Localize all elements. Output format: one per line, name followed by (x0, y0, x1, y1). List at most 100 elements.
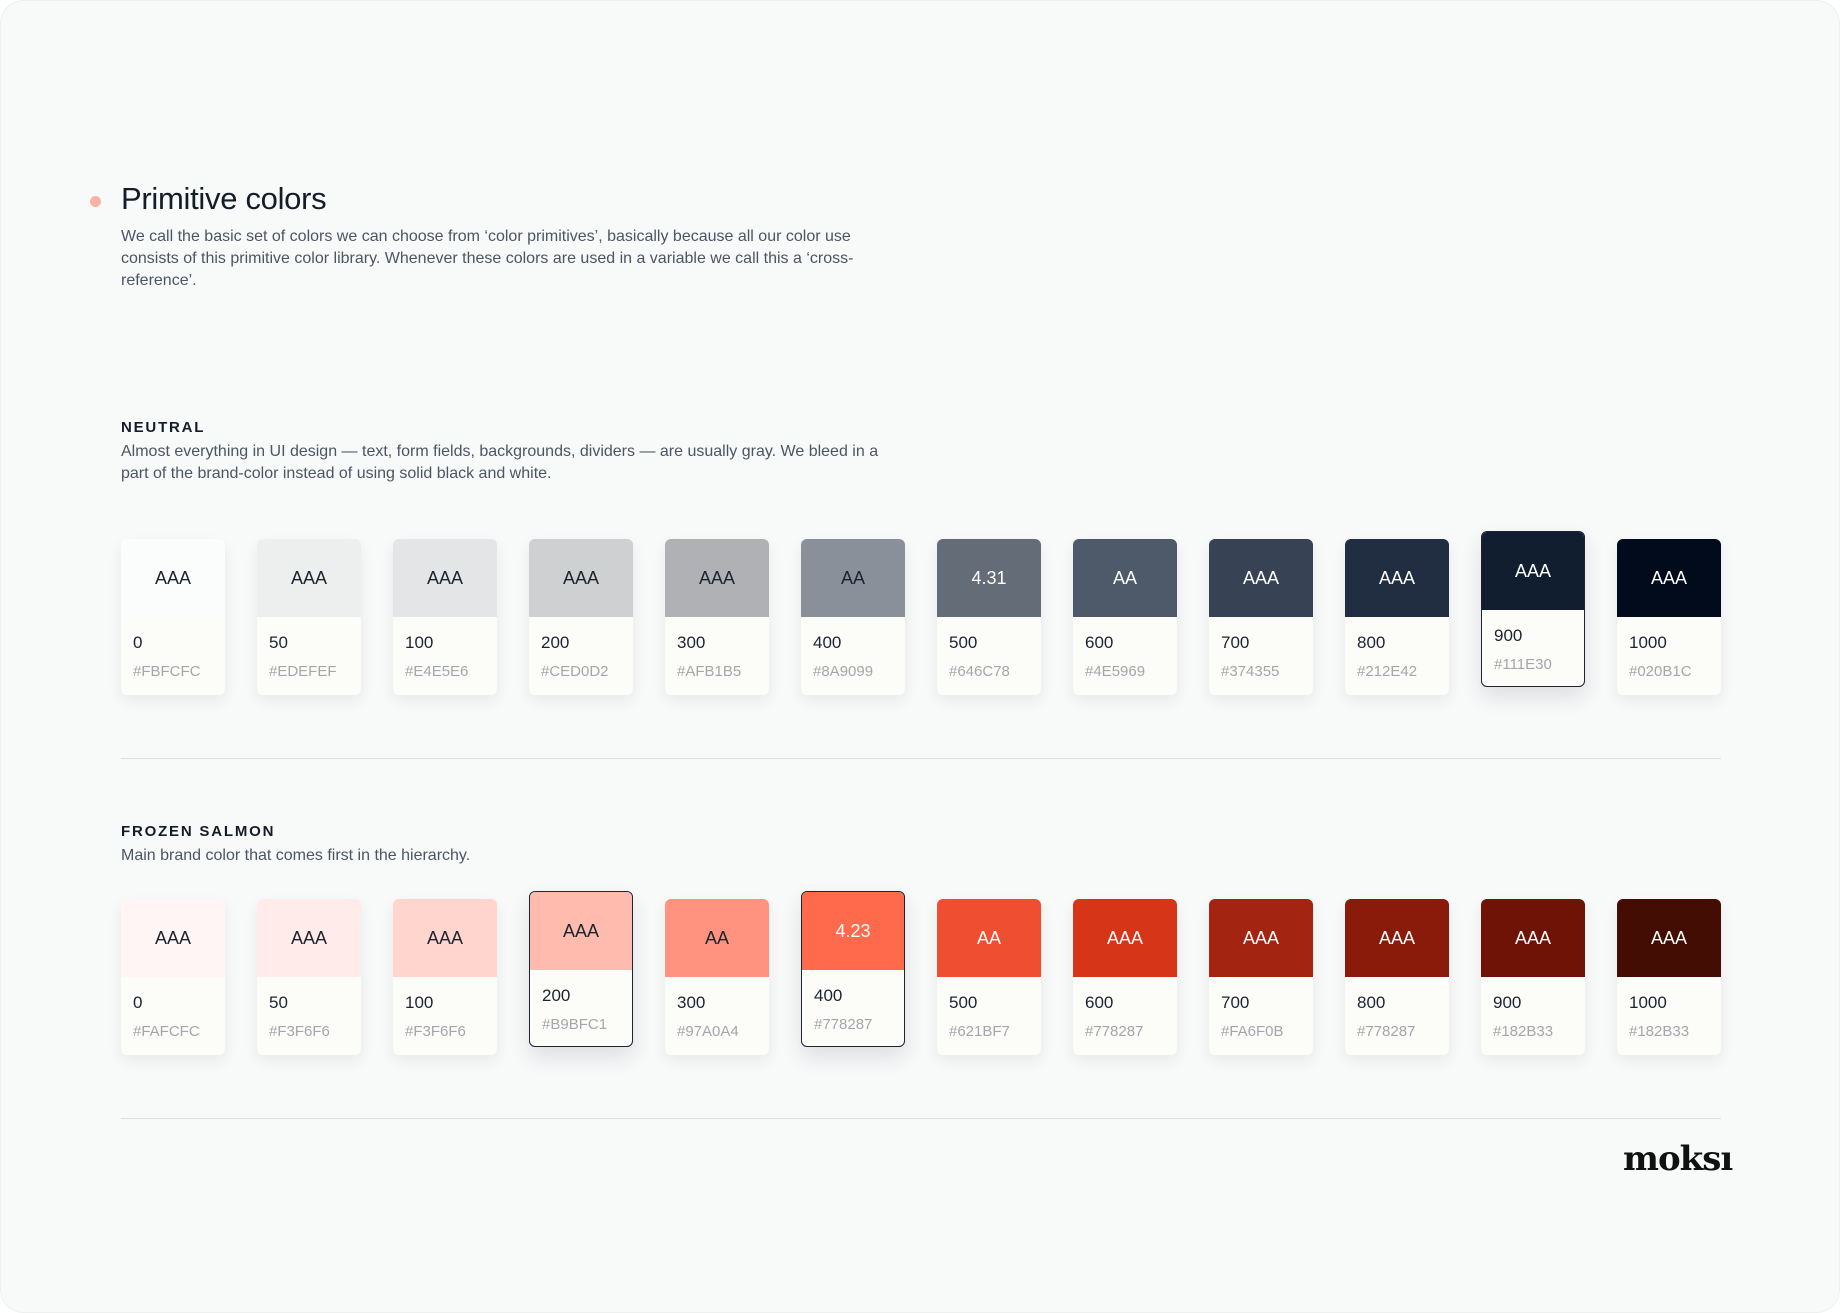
color-swatch: AAA (529, 539, 633, 617)
color-step: 400 (813, 633, 842, 652)
color-step: 100 (405, 633, 434, 652)
color-hex: #778287 (1085, 1023, 1144, 1040)
color-info: 50 #F3F6F6 (257, 977, 361, 1040)
color-info: 200 #B9BFC1 (530, 970, 632, 1033)
color-card[interactable]: 4.23 400 #778287 (801, 891, 905, 1047)
contrast-rating: AAA (1242, 927, 1280, 948)
color-step: 300 (677, 993, 706, 1012)
color-card[interactable]: AAA 600 #778287 (1073, 899, 1177, 1055)
color-step: 500 (949, 993, 978, 1012)
color-hex: #182B33 (1493, 1023, 1554, 1040)
color-step: 0 (133, 633, 143, 652)
color-card[interactable]: AAA 900 #111E30 (1481, 531, 1585, 687)
page-title: Primitive colors (121, 181, 327, 216)
divider (121, 1118, 1721, 1119)
color-card[interactable]: AAA 0 #FBFCFC (121, 539, 225, 695)
color-card[interactable]: AAA 700 #374355 (1209, 539, 1313, 695)
color-card[interactable]: AAA 50 #EDEFEF (257, 539, 361, 695)
color-swatch: 4.31 (937, 539, 1041, 617)
color-hex: #621BF7 (949, 1023, 1010, 1040)
color-card[interactable]: AAA 100 #F3F6F6 (393, 899, 497, 1055)
color-info: 50 #EDEFEF (257, 617, 361, 680)
section-title-frozen-salmon: FROZEN SALMON (121, 823, 276, 840)
color-swatch: AAA (530, 892, 632, 970)
contrast-rating: AAA (1514, 927, 1552, 948)
color-info: 500 #646C78 (937, 617, 1041, 680)
color-step: 1000 (1629, 993, 1667, 1012)
color-swatch: AA (1073, 539, 1177, 617)
color-info: 1000 #020B1C (1617, 617, 1721, 680)
color-swatch: AAA (121, 899, 225, 977)
color-card[interactable]: AA 500 #621BF7 (937, 899, 1041, 1055)
contrast-rating: AAA (290, 567, 328, 588)
contrast-rating: AAA (1650, 927, 1688, 948)
section-title-neutral: NEUTRAL (121, 419, 206, 436)
contrast-rating: AA (840, 567, 865, 588)
color-card[interactable]: AAA 300 #AFB1B5 (665, 539, 769, 695)
color-card[interactable]: AAA 1000 #182B33 (1617, 899, 1721, 1055)
color-step: 600 (1085, 633, 1114, 652)
color-info: 200 #CED0D2 (529, 617, 633, 680)
color-card[interactable]: AAA 50 #F3F6F6 (257, 899, 361, 1055)
color-swatch: AAA (1345, 539, 1449, 617)
color-info: 300 #AFB1B5 (665, 617, 769, 680)
color-step: 900 (1494, 626, 1523, 645)
color-swatch: AAA (1482, 532, 1584, 610)
color-hex: #646C78 (949, 663, 1010, 680)
color-info: 600 #778287 (1073, 977, 1177, 1040)
color-info: 0 #FBFCFC (121, 617, 225, 680)
color-card[interactable]: AAA 200 #B9BFC1 (529, 891, 633, 1047)
color-hex: #778287 (1357, 1023, 1416, 1040)
color-card[interactable]: AA 400 #8A9099 (801, 539, 905, 695)
color-hex: #4E5969 (1085, 663, 1146, 680)
color-card[interactable]: AAA 800 #212E42 (1345, 539, 1449, 695)
color-info: 300 #97A0A4 (665, 977, 769, 1040)
color-swatch: AAA (121, 539, 225, 617)
color-swatch: AAA (393, 539, 497, 617)
contrast-rating: AAA (1650, 567, 1688, 588)
contrast-rating: AAA (154, 567, 192, 588)
section-description-frozen-salmon: Main brand color that comes first in the… (121, 847, 471, 864)
color-card[interactable]: AAA 900 #182B33 (1481, 899, 1585, 1055)
color-step: 200 (541, 633, 570, 652)
color-hex: #97A0A4 (677, 1023, 739, 1040)
color-info: 600 #4E5969 (1073, 617, 1177, 680)
divider (121, 758, 1721, 759)
contrast-rating: AAA (426, 927, 464, 948)
color-card[interactable]: AAA 1000 #020B1C (1617, 539, 1721, 695)
color-card[interactable]: AAA 200 #CED0D2 (529, 539, 633, 695)
color-card[interactable]: AAA 100 #E4E5E6 (393, 539, 497, 695)
color-swatch: AAA (1209, 539, 1313, 617)
color-card[interactable]: 4.31 500 #646C78 (937, 539, 1041, 695)
color-card[interactable]: AAA 700 #FA6F0B (1209, 899, 1313, 1055)
color-info: 400 #778287 (802, 970, 904, 1033)
color-card[interactable]: AA 300 #97A0A4 (665, 899, 769, 1055)
color-info: 400 #8A9099 (801, 617, 905, 680)
color-hex: #FAFCFC (133, 1023, 200, 1040)
color-hex: #F3F6F6 (269, 1023, 330, 1040)
color-hex: #8A9099 (813, 663, 874, 680)
swatch-row-frozen-salmon: AAA 0 #FAFCFC AAA 50 #F3F6F6 AAA 100 #F3F6F6 AAA 2… (121, 891, 1721, 1069)
color-hex: #F3F6F6 (405, 1023, 466, 1040)
swatch-row-neutral: AAA 0 #FBFCFC AAA 50 #EDEFEF AAA 100 #E4E5E6 AAA 2… (121, 531, 1721, 709)
page-description: We call the basic set of colors we can c… (121, 228, 854, 289)
color-card[interactable]: AA 600 #4E5969 (1073, 539, 1177, 695)
contrast-rating: AAA (1242, 567, 1280, 588)
color-step: 50 (269, 993, 288, 1012)
color-swatch: AAA (1345, 899, 1449, 977)
bullet-dot (90, 196, 101, 207)
color-hex: #EDEFEF (269, 663, 337, 680)
color-step: 300 (677, 633, 706, 652)
color-info: 100 #E4E5E6 (393, 617, 497, 680)
contrast-rating: AA (1112, 567, 1137, 588)
color-hex: #111E30 (1494, 656, 1552, 673)
color-step: 700 (1221, 633, 1250, 652)
color-card[interactable]: AAA 0 #FAFCFC (121, 899, 225, 1055)
color-card[interactable]: AAA 800 #778287 (1345, 899, 1449, 1055)
color-step: 700 (1221, 993, 1250, 1012)
color-hex: #374355 (1221, 663, 1280, 680)
color-info: 100 #F3F6F6 (393, 977, 497, 1040)
contrast-rating: AAA (698, 567, 736, 588)
moksi-logo: moksı (1623, 1139, 1733, 1179)
